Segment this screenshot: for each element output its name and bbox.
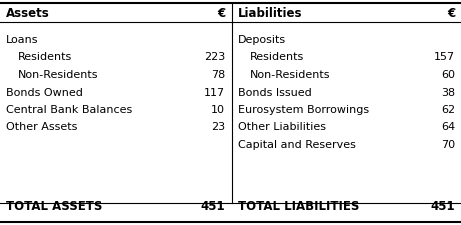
Text: Other Assets: Other Assets: [6, 122, 77, 133]
Text: TOTAL LIABILITIES: TOTAL LIABILITIES: [238, 200, 360, 213]
Text: €: €: [217, 7, 225, 20]
Text: 70: 70: [441, 140, 455, 150]
Text: 10: 10: [211, 105, 225, 115]
Text: Non-Residents: Non-Residents: [18, 70, 99, 80]
Text: Other Liabilities: Other Liabilities: [238, 122, 326, 133]
Text: 38: 38: [441, 88, 455, 97]
Text: 451: 451: [201, 200, 225, 213]
Text: Liabilities: Liabilities: [238, 7, 302, 20]
Text: Central Bank Balances: Central Bank Balances: [6, 105, 132, 115]
Text: 78: 78: [211, 70, 225, 80]
Text: 62: 62: [441, 105, 455, 115]
Text: Residents: Residents: [18, 52, 72, 63]
Text: Loans: Loans: [6, 35, 39, 45]
Text: Non-Residents: Non-Residents: [250, 70, 331, 80]
Text: Bonds Owned: Bonds Owned: [6, 88, 83, 97]
Text: €: €: [447, 7, 455, 20]
Text: 64: 64: [441, 122, 455, 133]
Text: TOTAL ASSETS: TOTAL ASSETS: [6, 200, 102, 213]
Text: 60: 60: [441, 70, 455, 80]
Text: Capital and Reserves: Capital and Reserves: [238, 140, 356, 150]
Text: Bonds Issued: Bonds Issued: [238, 88, 312, 97]
Text: 23: 23: [211, 122, 225, 133]
Text: 157: 157: [434, 52, 455, 63]
Text: 117: 117: [204, 88, 225, 97]
Text: 223: 223: [204, 52, 225, 63]
Text: Residents: Residents: [250, 52, 304, 63]
Text: Assets: Assets: [6, 7, 50, 20]
Text: Deposits: Deposits: [238, 35, 286, 45]
Text: 451: 451: [431, 200, 455, 213]
Text: Eurosystem Borrowings: Eurosystem Borrowings: [238, 105, 369, 115]
